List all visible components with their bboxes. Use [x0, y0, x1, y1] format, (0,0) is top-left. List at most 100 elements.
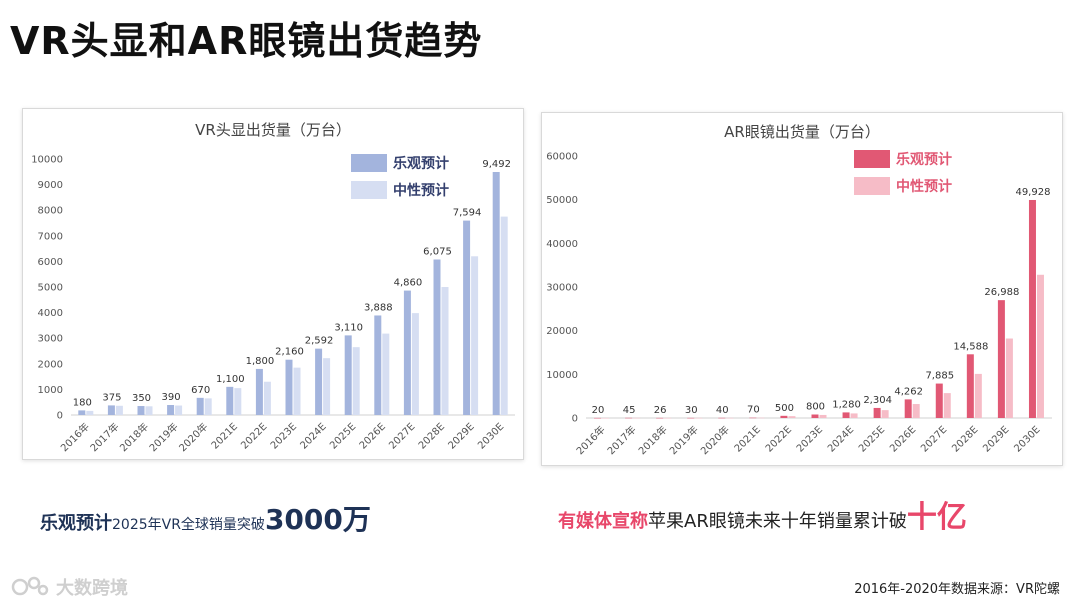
ar-data-label: 500 [775, 403, 794, 414]
ar-bar-neutral [912, 404, 920, 418]
logo-text: 大数跨境 [56, 578, 128, 599]
vr-bar-neutral [323, 358, 331, 415]
vr-x-tick: 2016年 [58, 420, 92, 454]
ar-legend-swatch [854, 150, 890, 168]
ar-bar-optimistic [749, 417, 757, 419]
vr-legend-swatch [351, 181, 387, 199]
vr-x-tick: 2030E [476, 421, 506, 451]
ar-bar-neutral [1036, 274, 1044, 418]
vr-y-tick: 6000 [38, 257, 63, 268]
ar-y-tick: 20000 [546, 326, 578, 337]
vr-data-label: 350 [132, 393, 151, 404]
ar-bar-neutral [850, 413, 858, 418]
vr-data-label: 9,492 [482, 159, 511, 170]
ar-y-tick: 50000 [546, 195, 578, 206]
vr-data-label: 6,075 [423, 246, 452, 257]
ar-y-tick: 30000 [546, 283, 578, 294]
vr-bar-optimistic [255, 368, 263, 415]
ar-x-tick: 2021E [733, 424, 763, 454]
ar-bar-neutral [819, 414, 827, 418]
ar-bar-neutral [695, 417, 703, 419]
vr-bar-optimistic [226, 386, 234, 415]
vr-legend-swatch [351, 154, 387, 172]
vr-y-tick: 1000 [38, 385, 63, 396]
vr-data-label: 3,110 [334, 322, 363, 333]
vr-bar-neutral [441, 287, 449, 415]
ar-data-label: 4,262 [894, 386, 923, 397]
ar-bar-neutral [974, 373, 982, 418]
vr-x-tick: 2024E [298, 421, 328, 451]
ar-bar-optimistic [904, 399, 912, 418]
ar-x-tick: 2016年 [573, 423, 607, 457]
ar-bar-neutral [943, 393, 951, 418]
ar-chart-title: AR眼镜出货量（万台） [724, 123, 880, 141]
vr-y-tick: 7000 [38, 231, 63, 242]
ar-bar-optimistic [687, 417, 695, 419]
vr-bar-neutral [411, 313, 419, 415]
vr-bar-neutral [471, 256, 479, 415]
vr-data-label: 2,160 [275, 347, 304, 358]
vr-caption-big: 3000万 [264, 503, 371, 536]
ar-bar-optimistic [935, 383, 943, 418]
vr-bar-optimistic [315, 348, 323, 415]
vr-x-tick: 2028E [417, 421, 447, 451]
vr-y-tick: 3000 [38, 334, 63, 345]
vr-bar-optimistic [344, 335, 352, 415]
ar-data-label: 49,928 [1015, 187, 1050, 198]
vr-x-tick: 2026E [358, 421, 388, 451]
ar-data-label: 40 [716, 405, 729, 416]
ar-bar-neutral [602, 417, 610, 419]
vr-x-tick: 2029E [446, 421, 476, 451]
ar-data-label: 26,988 [984, 287, 1019, 298]
ar-data-label: 45 [623, 405, 636, 416]
vr-y-tick: 9000 [38, 180, 63, 191]
ar-bar-neutral [1005, 338, 1013, 418]
ar-caption-text: 苹果AR眼镜未来十年销量累计破 [648, 511, 907, 532]
vr-chart-card: VR头显出货量（万台） 0 1000 2000 3000 4000 5000 6000 7000… [22, 108, 524, 460]
ar-y-tick: 40000 [546, 239, 578, 250]
ar-bar-optimistic [811, 414, 819, 418]
vr-shipment-chart: VR头显出货量（万台） 0 1000 2000 3000 4000 5000 6000 7000… [31, 121, 515, 454]
ar-y-tick: 10000 [546, 370, 578, 381]
vr-bar-neutral [145, 406, 153, 415]
vr-y-tick: 5000 [38, 283, 63, 294]
ar-bar-optimistic [966, 354, 974, 418]
vr-data-label: 390 [162, 392, 181, 403]
vr-bar-neutral [293, 367, 301, 415]
vr-bar-optimistic [374, 315, 382, 415]
vr-data-label: 3,888 [364, 302, 393, 313]
vr-data-label: 375 [102, 392, 121, 403]
vr-data-label: 4,860 [394, 278, 423, 289]
ar-bar-neutral [757, 417, 765, 419]
ar-data-label: 70 [747, 405, 760, 416]
vr-caption-text: 2025年VR全球销量突破 [112, 517, 265, 533]
vr-x-tick: 2017年 [87, 420, 121, 454]
ar-x-tick: 2025E [857, 424, 887, 454]
vr-bar-optimistic [78, 410, 86, 415]
ar-y-tick: 0 [572, 414, 578, 425]
ar-x-tick: 2020年 [698, 423, 732, 457]
vr-bar-optimistic [403, 290, 411, 415]
ar-legend-swatch [854, 177, 890, 195]
vr-bar-neutral [234, 388, 242, 415]
ar-bar-optimistic [1028, 199, 1036, 418]
vr-data-label: 7,594 [453, 208, 482, 219]
vr-caption-highlight: 乐观预计 [40, 513, 112, 534]
ar-caption-big: 十亿 [906, 500, 967, 535]
ar-data-label: 20 [592, 405, 605, 416]
vr-bar-optimistic [107, 405, 115, 415]
ar-data-label: 2,304 [863, 395, 892, 406]
ar-y-tick: 60000 [546, 152, 578, 163]
vr-legend-label: 中性预计 [393, 182, 449, 199]
vr-y-tick: 4000 [38, 308, 63, 319]
ar-x-tick: 2027E [919, 424, 949, 454]
vr-bar-neutral [204, 398, 212, 415]
watermark-logo: 大数跨境 [10, 574, 128, 600]
ar-bar-optimistic [780, 415, 788, 418]
vr-bar-neutral [175, 405, 183, 415]
page-title: VR头显和AR眼镜出货趋势 [10, 19, 483, 63]
ar-shipment-chart: AR眼镜出货量（万台） 0 10000 20000 30000 40000 50000 600… [546, 123, 1052, 457]
ar-data-label: 26 [654, 405, 667, 416]
ar-data-label: 800 [806, 402, 825, 413]
ar-bar-neutral [664, 417, 672, 419]
